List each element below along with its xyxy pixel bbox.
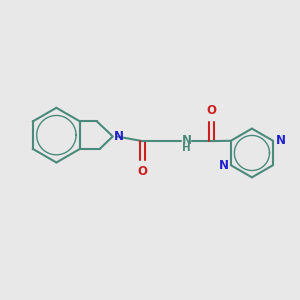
Text: O: O <box>137 165 147 178</box>
Text: H: H <box>182 142 191 153</box>
Text: N: N <box>218 159 228 172</box>
Text: N: N <box>182 134 192 147</box>
Text: N: N <box>114 130 124 143</box>
Text: O: O <box>206 104 216 117</box>
Text: N: N <box>275 134 285 147</box>
